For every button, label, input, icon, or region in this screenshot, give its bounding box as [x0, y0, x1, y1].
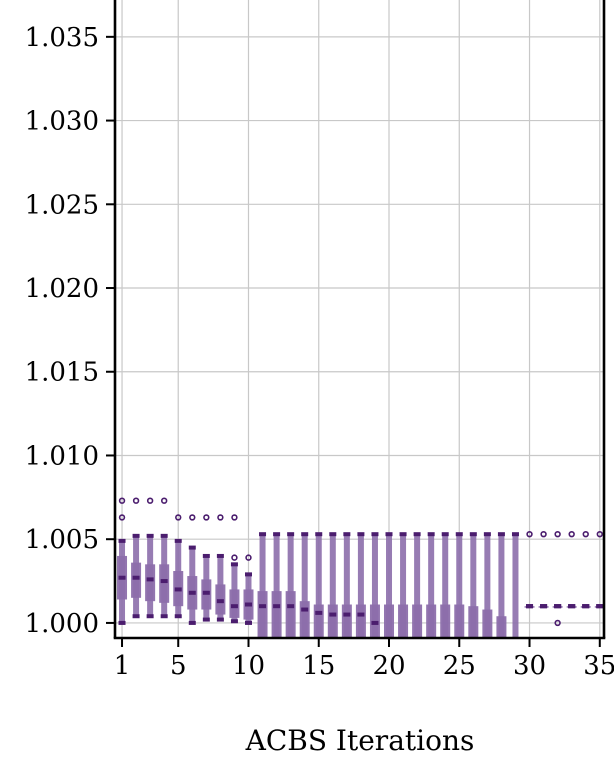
outlier-point [245, 554, 252, 561]
outlier-point [540, 530, 547, 538]
outlier-point [146, 497, 154, 504]
box [327, 604, 338, 638]
x-tick-label: 5 [170, 651, 187, 681]
box-series [117, 497, 604, 642]
outlier-point [189, 514, 196, 521]
x-axis-ticks: 1 5 10 15 20 25 30 35 [114, 638, 614, 681]
box [229, 589, 240, 618]
box [496, 616, 507, 638]
box [412, 604, 423, 638]
x-tick-label: 35 [583, 651, 614, 681]
box [384, 604, 395, 638]
outlier-point [118, 497, 126, 504]
x-tick-label: 25 [443, 651, 476, 681]
box [285, 591, 296, 638]
outlier-point [118, 514, 126, 521]
x-tick-label: 30 [513, 651, 546, 681]
x-tick-label: 10 [232, 651, 265, 681]
outlier-point [554, 530, 561, 538]
y-axis-ticks: 1.000 1.005 1.010 1.015 1.020 1.025 1.030 1.035 [25, 23, 115, 639]
box [398, 604, 409, 638]
y-tick-label: 1.015 [25, 358, 99, 388]
box [482, 609, 493, 638]
y-tick-label: 1.035 [25, 23, 99, 53]
x-axis-label: ACBS Iterations [245, 724, 475, 757]
outlier-point [203, 514, 210, 521]
outlier-point [175, 514, 182, 521]
box [426, 604, 437, 638]
y-tick-label: 1.005 [25, 525, 99, 555]
outlier-point [554, 619, 561, 627]
x-tick-label: 15 [302, 651, 335, 681]
axes [113, 0, 606, 640]
box [271, 591, 282, 638]
outlier-point [231, 514, 238, 521]
box [510, 640, 520, 642]
outlier-point [231, 554, 238, 561]
outlier-point [160, 497, 168, 504]
box [145, 564, 156, 602]
outlier-point [132, 497, 140, 504]
outlier-point [582, 530, 589, 538]
y-tick-label: 1.000 [25, 609, 99, 639]
plot-background [115, 0, 604, 638]
box [454, 604, 465, 638]
x-tick-label: 20 [372, 651, 405, 681]
y-tick-label: 1.030 [25, 107, 99, 137]
box [313, 604, 324, 638]
box [159, 564, 170, 603]
box [468, 606, 479, 638]
outlier-point [596, 530, 603, 538]
box [257, 591, 268, 638]
outlier-point [568, 530, 575, 538]
box [341, 604, 352, 638]
box [131, 562, 142, 598]
outlier-point [526, 530, 533, 538]
box [299, 601, 310, 638]
y-tick-label: 1.010 [25, 441, 99, 471]
x-tick-label: 1 [114, 651, 131, 681]
box [355, 604, 366, 638]
y-tick-label: 1.020 [25, 274, 99, 304]
box [440, 604, 451, 638]
outlier-point [217, 514, 224, 521]
y-tick-label: 1.025 [25, 190, 99, 220]
